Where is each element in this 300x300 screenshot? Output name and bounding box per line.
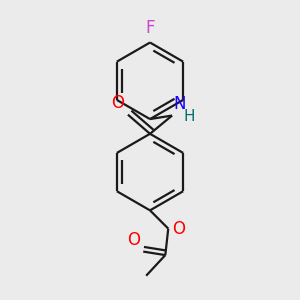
Text: O: O <box>127 231 140 249</box>
Text: O: O <box>111 94 124 112</box>
Text: F: F <box>145 19 155 37</box>
Text: N: N <box>174 95 186 113</box>
Text: H: H <box>183 109 195 124</box>
Text: O: O <box>172 220 185 238</box>
